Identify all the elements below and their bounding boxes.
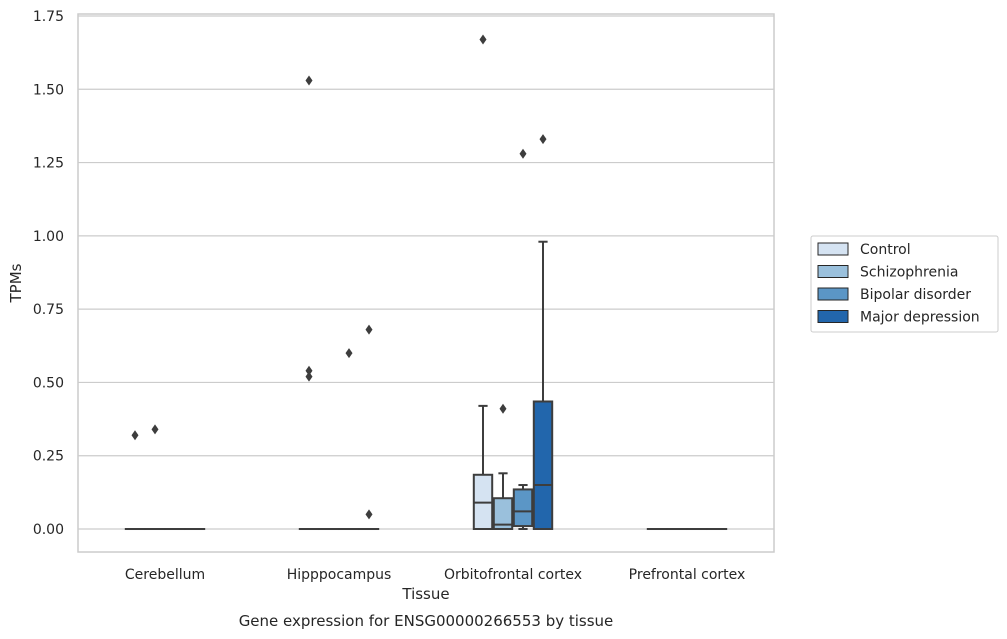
x-axis-ticks: Cerebellum Hipppocampus Orbitofrontal cort… (125, 567, 745, 583)
y-tick-label: 0.00 (33, 522, 64, 538)
x-tick-label: Hipppocampus (287, 567, 392, 583)
gridlines (78, 15, 774, 530)
x-tick-label: Prefrontal cortex (629, 567, 746, 583)
y-tick-label: 1.25 (33, 156, 64, 172)
y-tick-label: 0.25 (33, 449, 64, 465)
box-rect (512, 488, 534, 528)
box-rect (492, 497, 514, 531)
box-control (124, 430, 146, 531)
boxes (124, 34, 728, 531)
box-schizophrenia (144, 424, 166, 531)
outlier-point (499, 403, 507, 414)
y-axis-ticks: 0.00 0.25 0.50 0.75 1.00 1.25 1.50 1.75 (33, 9, 64, 538)
box-major-depression (532, 134, 554, 530)
y-tick-label: 1.50 (33, 82, 64, 98)
outlier-point (131, 430, 139, 441)
y-axis-label: TPMs (7, 263, 25, 303)
outlier-point (365, 324, 373, 335)
legend-swatch (817, 265, 849, 278)
outlier-point (151, 424, 159, 435)
box-bipolar-disorder (338, 348, 360, 531)
legend-swatch (817, 310, 849, 323)
outlier-point (345, 348, 353, 359)
outlier-point (519, 148, 527, 159)
outlier-point (539, 134, 547, 145)
legend-swatch (817, 287, 849, 301)
plot-frame (77, 13, 775, 553)
y-tick-label: 0.50 (33, 375, 64, 391)
outlier-point (305, 371, 313, 382)
x-tick-label: Cerebellum (125, 567, 205, 583)
legend-label: Schizophrenia (860, 265, 958, 281)
legend: Control Schizophrenia Bipolar disorder Majo… (810, 235, 999, 333)
box-major-depression (358, 324, 380, 531)
y-tick-label: 0.75 (33, 302, 64, 318)
chart-caption: Gene expression for ENSG00000266553 by t… (239, 612, 614, 630)
x-tick-label: Orbitofrontal cortex (444, 567, 582, 583)
legend-label: Major depression (860, 310, 980, 326)
box-control (472, 34, 494, 531)
outlier-point (305, 75, 313, 86)
box-bipolar-disorder (512, 148, 534, 530)
outlier-point (479, 34, 487, 45)
box-schizophrenia (492, 403, 514, 531)
outlier-point (365, 509, 373, 520)
legend-frame (810, 235, 999, 333)
y-tick-label: 1.00 (33, 229, 64, 245)
outlier-point (305, 365, 313, 376)
legend-label: Control (860, 242, 911, 258)
legend-label: Bipolar disorder (860, 287, 971, 303)
box-rect (532, 400, 554, 530)
y-tick-label: 1.75 (33, 9, 64, 25)
legend-swatch (817, 242, 849, 256)
box-control (298, 75, 320, 531)
x-axis-label: Tissue (401, 585, 449, 603)
